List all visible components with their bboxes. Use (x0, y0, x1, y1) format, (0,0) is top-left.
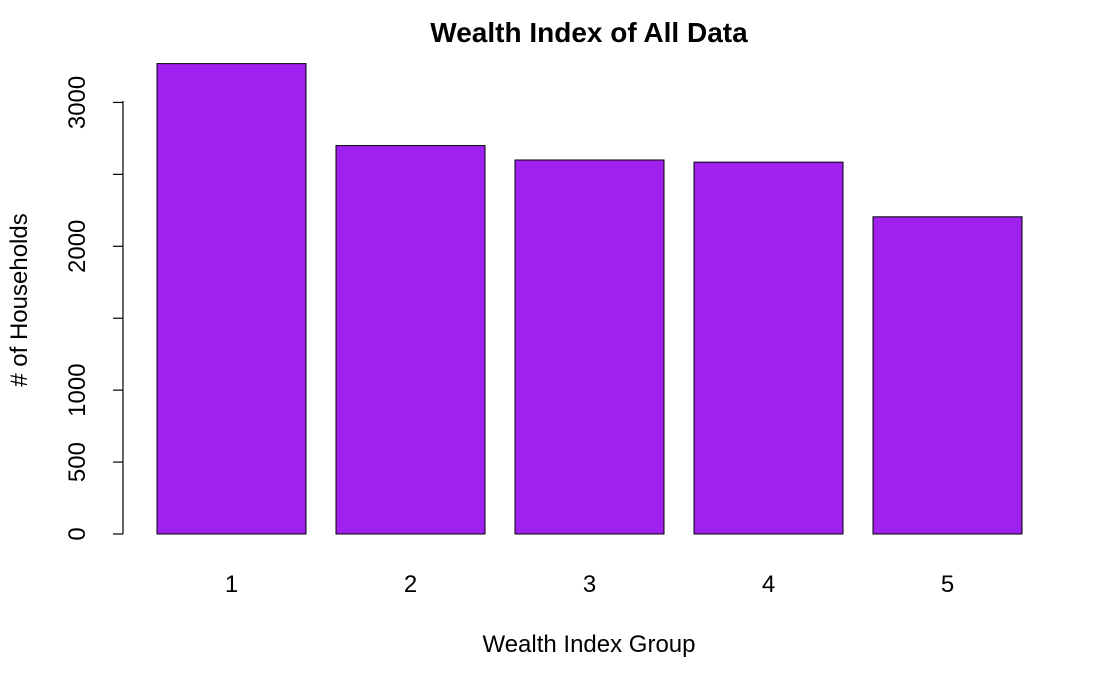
x-tick-label-5: 5 (941, 571, 954, 598)
bar-2 (335, 145, 486, 535)
bar-3 (514, 159, 665, 535)
x-tick-label-1: 1 (225, 571, 238, 598)
x-ticks-group: 1 2 3 4 5 (225, 571, 954, 598)
x-tick-label-2: 2 (404, 571, 417, 598)
x-axis-label: Wealth Index Group (482, 631, 695, 658)
y-tick-label-0: 0 (64, 527, 91, 540)
y-tick-label-1000: 1000 (64, 363, 91, 416)
y-tick-label-2000: 2000 (64, 220, 91, 273)
x-tick-label-3: 3 (583, 571, 596, 598)
y-tick-label-500: 500 (64, 442, 91, 482)
chart-title: Wealth Index of All Data (430, 17, 748, 48)
bar-4 (693, 161, 844, 535)
y-ticks-group: 0 500 1000 2000 3000 (64, 76, 123, 541)
x-tick-label-4: 4 (762, 571, 775, 598)
bar-5 (872, 216, 1023, 535)
bar-1 (156, 63, 307, 535)
bars-group (156, 63, 1023, 535)
y-axis-label: # of Households (6, 213, 33, 386)
y-tick-label-3000: 3000 (64, 76, 91, 129)
